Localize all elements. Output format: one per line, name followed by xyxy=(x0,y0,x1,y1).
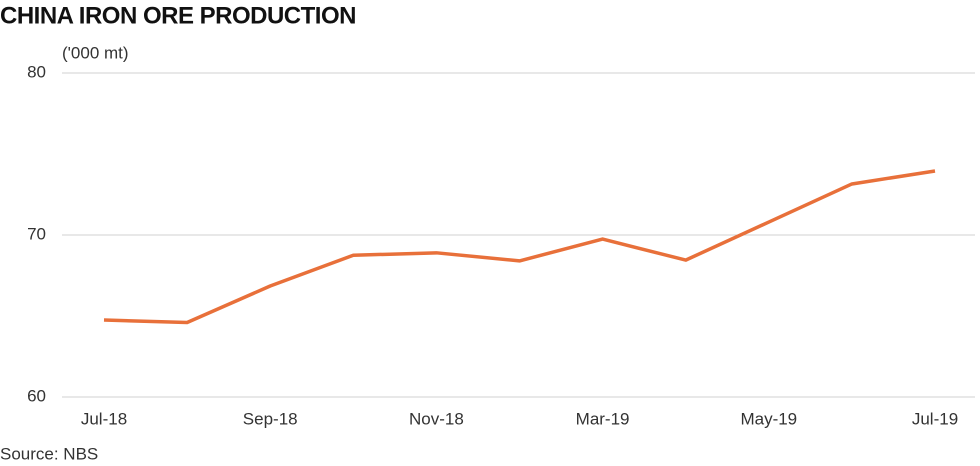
y-tick-label: 70 xyxy=(27,224,46,243)
x-tick-label: Jul-19 xyxy=(912,409,958,428)
x-tick-label: Nov-18 xyxy=(409,409,464,428)
y-tick-label: 60 xyxy=(27,386,46,405)
source: Source: NBS xyxy=(0,444,98,463)
x-tick-label: Sep-18 xyxy=(243,409,298,428)
x-tick-label: Mar-19 xyxy=(576,409,630,428)
chart-title: CHINA IRON ORE PRODUCTION xyxy=(0,2,356,29)
x-tick-label: Jul-18 xyxy=(81,409,127,428)
x-tick-label: May-19 xyxy=(740,409,797,428)
y-axis-label: ('000 mt) xyxy=(62,43,129,62)
data-line xyxy=(103,169,936,325)
y-tick-label: 80 xyxy=(27,62,46,81)
